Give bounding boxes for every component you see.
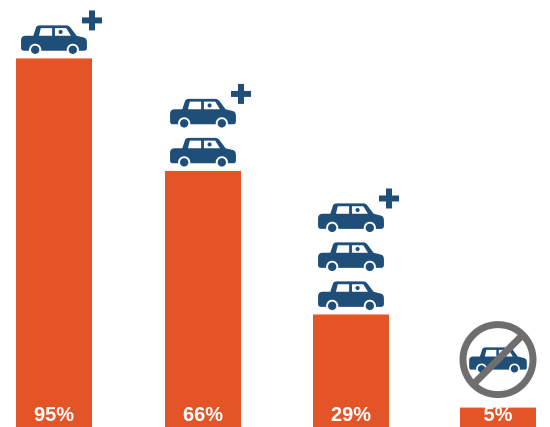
plus-icon [231, 83, 251, 104]
bar-4 [460, 407, 536, 427]
plus-icon [379, 188, 399, 209]
value-label-2: 66% [183, 404, 223, 426]
car-icon [170, 98, 236, 130]
no-car-icon [459, 321, 537, 399]
car-icon [170, 137, 236, 169]
bar-2 [165, 170, 241, 427]
value-label-4: 5% [484, 404, 513, 426]
icons-group [21, 10, 537, 399]
car-icon [21, 25, 87, 56]
value-label-1: 95% [34, 404, 74, 426]
value-label-3: 29% [331, 404, 371, 426]
labels-group: 95% 66% 29% 5% [34, 404, 513, 426]
car-icon [318, 242, 384, 274]
bars-group [16, 58, 536, 427]
car-icon [318, 203, 384, 235]
bar-3 [313, 314, 389, 427]
plus-icon [82, 10, 102, 31]
car-icon [318, 281, 384, 313]
bar-1 [16, 58, 92, 427]
